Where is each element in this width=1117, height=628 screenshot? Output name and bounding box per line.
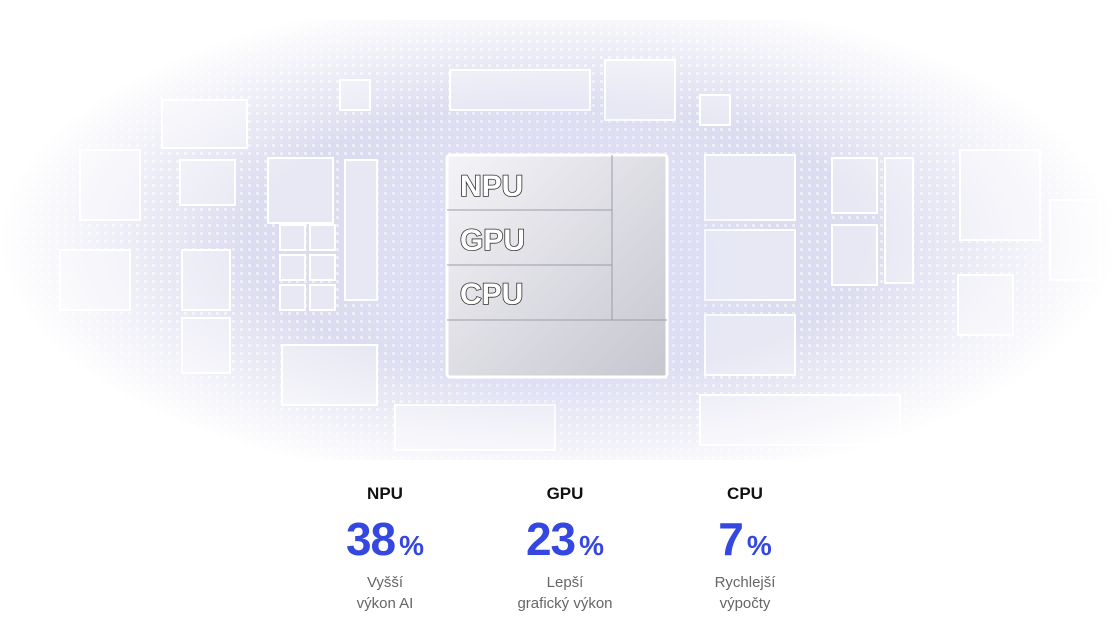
board-illustration: NPU GPU CPU	[0, 20, 1117, 466]
stat-description: Lepší grafický výkon	[465, 572, 665, 614]
description-line: Lepší	[546, 574, 584, 591]
stat-label: NPU	[367, 484, 403, 503]
stat-value: 7%	[645, 512, 845, 565]
stat-item: GPU 23% Lepší grafický výkon	[465, 484, 665, 614]
description-line: výkon AI	[356, 595, 414, 612]
chip-label: CPU	[460, 278, 523, 311]
stat-value: 23%	[465, 512, 665, 565]
chip: NPU GPU CPU	[445, 153, 669, 379]
stat-unit: %	[579, 530, 605, 561]
chip-label: GPU	[460, 224, 525, 257]
stat-label: CPU	[727, 484, 763, 503]
stat-number: 38	[345, 513, 396, 565]
description-line: Rychlejší	[714, 574, 776, 591]
stat-label: GPU	[546, 484, 584, 503]
stat-item: CPU 7% Rychlejší výpočty	[645, 484, 845, 614]
description-line: Vyšší	[366, 574, 404, 591]
description-line: grafický výkon	[517, 595, 613, 612]
stat-value: 38%	[285, 512, 485, 565]
description-line: výpočty	[719, 595, 771, 612]
stat-description: Rychlejší výpočty	[645, 572, 845, 614]
stat-number: 7	[718, 513, 744, 565]
stat-unit: %	[746, 530, 772, 561]
chip-label: NPU	[460, 170, 523, 203]
stat-item: NPU 38% Vyšší výkon AI	[285, 484, 485, 614]
stat-number: 23	[525, 513, 576, 565]
stat-unit: %	[399, 530, 425, 561]
stat-description: Vyšší výkon AI	[285, 572, 485, 614]
